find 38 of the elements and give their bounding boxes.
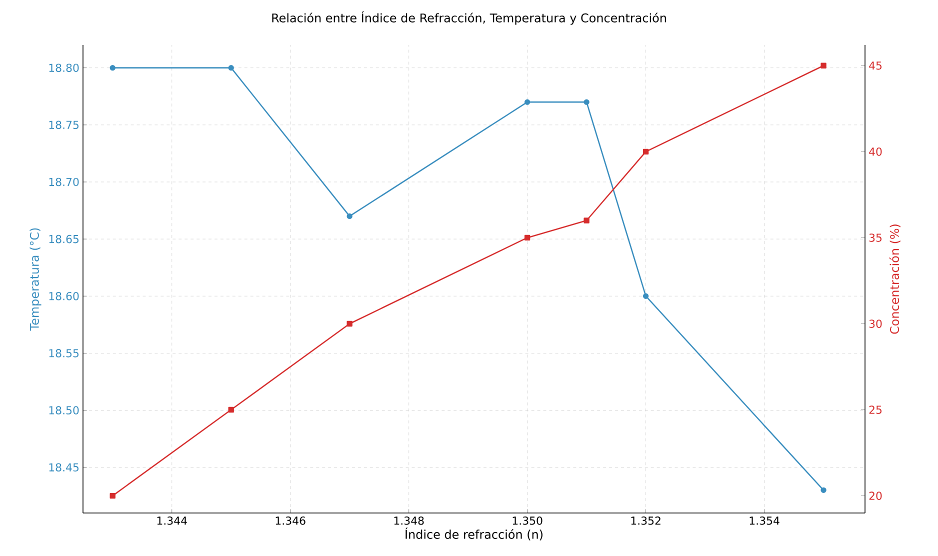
point <box>642 293 649 299</box>
x-tick-label: 1.350 <box>512 516 542 525</box>
point <box>228 406 234 413</box>
x-tick-label: 1.354 <box>750 516 780 525</box>
point <box>110 64 116 71</box>
x-tick-label: 1.344 <box>157 516 187 525</box>
y-tick-label: 18.50 <box>49 406 79 414</box>
y2-tick-label: 30 <box>869 320 882 328</box>
point <box>584 99 590 105</box>
x-tick-label: 1.352 <box>631 516 660 525</box>
point <box>346 320 352 327</box>
point <box>820 62 826 68</box>
point <box>346 213 352 220</box>
y2-tick-label: 35 <box>869 234 882 242</box>
x-tick-label: 1.346 <box>276 516 306 525</box>
y-tick-label: 18.70 <box>49 178 79 186</box>
point <box>524 99 530 105</box>
x-tick-label: 1.348 <box>394 516 424 525</box>
y2-tick-label: 25 <box>869 406 882 414</box>
chart-title: Relación entre Índice de Refracción, Temperatura y Concentración <box>272 11 666 25</box>
point <box>110 492 116 499</box>
point <box>584 218 590 224</box>
y-axis-title: Temperatura (°C) <box>30 228 42 331</box>
y2-tick-label: 40 <box>869 148 882 156</box>
y2-tick-label: 20 <box>869 492 882 500</box>
y-tick-label: 18.75 <box>49 120 79 130</box>
y-tick-label: 18.55 <box>49 349 79 358</box>
y-tick-label: 18.60 <box>49 292 79 300</box>
y-tick-label: 18.45 <box>49 463 79 472</box>
point <box>524 234 530 241</box>
y-tick-label: 18.80 <box>49 64 79 72</box>
y-tick-label: 18.65 <box>49 234 79 244</box>
y2-axis-title: Concentración (%) <box>889 224 900 334</box>
point <box>820 487 826 494</box>
x-axis-title: Índice de refracción (n) <box>405 528 542 540</box>
y2-tick-label: 45 <box>869 62 882 70</box>
point <box>642 148 649 155</box>
point <box>228 64 234 71</box>
